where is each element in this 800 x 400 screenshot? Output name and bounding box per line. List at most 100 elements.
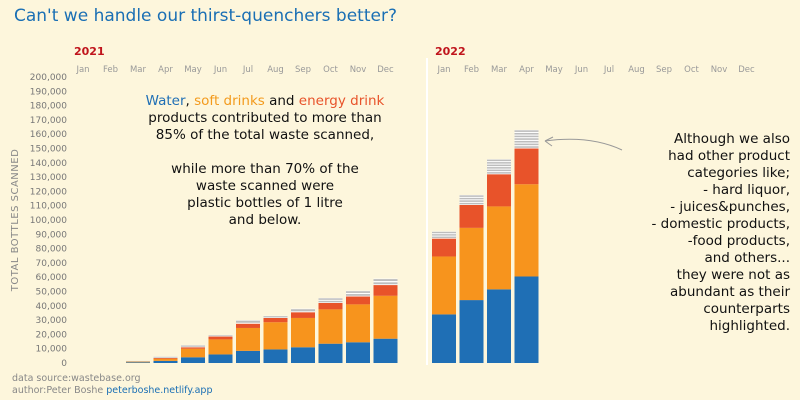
y-tick-label: 40,000 — [36, 302, 68, 312]
bar-stripe-other — [514, 138, 539, 140]
bar-segment-other — [373, 278, 398, 286]
author: author:Peter Boshe — [12, 385, 107, 396]
bar-stripe-other — [459, 195, 484, 197]
annotation-line: had other product — [668, 148, 790, 164]
bar-stripe-other — [487, 162, 511, 164]
bar-segment — [291, 347, 315, 363]
month-tick-label: May — [184, 65, 202, 75]
bar-segment — [514, 148, 539, 185]
bar-stripe-other — [487, 172, 511, 174]
bar-segment — [263, 317, 288, 323]
bar-stripe-other — [514, 143, 539, 146]
bar-segment — [208, 339, 233, 355]
bar-stripe-other — [459, 197, 484, 200]
bar-stripe-other — [487, 167, 511, 169]
y-tick-label: 180,000 — [30, 102, 67, 112]
bar-segment — [126, 361, 150, 363]
year-label: 2022 — [435, 45, 466, 58]
bar-segment — [126, 362, 150, 363]
y-tick-label: 100,000 — [30, 216, 67, 226]
annotation-line: - juices&punches, — [670, 199, 790, 215]
bar-segment — [208, 354, 233, 363]
bar-segment — [432, 314, 456, 363]
month-tick-label: Oct — [684, 65, 699, 75]
annotation-line: and others... — [704, 250, 790, 266]
bar-stripe-other — [153, 356, 178, 358]
month-tick-label: Jan — [75, 65, 89, 75]
y-tick-label: 80,000 — [36, 245, 68, 255]
bar-stripe-other — [346, 294, 370, 296]
y-tick-label: 30,000 — [36, 316, 68, 326]
bar-segment — [181, 357, 205, 363]
bar-segment — [153, 357, 178, 359]
annotation-line: categories like; — [687, 165, 790, 181]
bar-stripe-other — [318, 300, 343, 303]
bar-segment — [263, 349, 288, 363]
annotation-line: plastic bottles of 1 litre — [187, 195, 343, 211]
y-tick-label: 160,000 — [30, 130, 67, 140]
bar-segment — [236, 323, 260, 328]
annotation-line: highlighted. — [709, 318, 790, 334]
y-tick-label: 0 — [61, 359, 67, 369]
month-tick-label: Feb — [103, 65, 118, 75]
bar-segment — [236, 350, 260, 363]
legend-soft-drinks: soft drinks — [194, 93, 265, 109]
bar-segment — [318, 343, 343, 363]
arrow-head — [544, 136, 554, 147]
month-tick-label: Jul — [603, 65, 614, 75]
bar-segment — [487, 206, 511, 290]
y-tick-label: 60,000 — [36, 273, 68, 283]
bar-stripe-other — [291, 309, 315, 312]
bar-stripe-other — [126, 360, 150, 362]
bar-stripe-other — [487, 164, 511, 167]
bar-segment — [487, 174, 511, 207]
month-tick-label: May — [545, 65, 563, 75]
bar-stripe-other — [318, 298, 343, 300]
annotation-text: , — [185, 93, 195, 109]
bar-stripe-other — [373, 282, 398, 285]
bar-stripe-other — [432, 236, 456, 238]
month-tick-label: Jun — [213, 65, 227, 75]
bar-segment — [432, 256, 456, 315]
month-tick-label: Sep — [295, 65, 311, 75]
annotation-line: counterparts — [703, 301, 790, 317]
annotation-line: while more than 70% of the — [171, 161, 359, 177]
bar-segment — [318, 302, 343, 310]
y-tick-label: 70,000 — [36, 259, 68, 269]
annotation-left: Water, soft drinks and energy drink prod… — [120, 93, 410, 229]
bar-segment — [291, 317, 315, 348]
bar-segment — [291, 312, 315, 318]
source-note: data source:wastebase.org author:Peter B… — [12, 373, 213, 397]
y-tick-label: 90,000 — [36, 230, 68, 240]
bar-segment — [346, 304, 370, 343]
bar-segment-other — [346, 290, 370, 297]
month-tick-label: Apr — [519, 65, 534, 75]
bar-segment-other — [318, 297, 343, 303]
y-tick-label: 150,000 — [30, 145, 67, 155]
y-tick-label: 50,000 — [36, 288, 68, 298]
bar-segment — [487, 289, 511, 363]
month-tick-label: Dec — [377, 65, 394, 75]
annotation-arrow — [544, 138, 623, 151]
bar-stripe-other — [208, 335, 233, 337]
month-tick-label: Mar — [130, 65, 147, 75]
annotation-line: -food products, — [687, 233, 790, 249]
annotation-line: products contributed to more than — [148, 110, 382, 126]
month-tick-label: Jan — [436, 65, 450, 75]
legend-water: Water — [145, 93, 186, 109]
bar-segment — [208, 336, 233, 340]
bar-stripe-other — [432, 234, 456, 236]
bar-segment — [153, 360, 178, 363]
author-link[interactable]: peterboshe.netlify.app — [106, 385, 213, 396]
bar-segment — [318, 309, 343, 344]
y-axis-title: TOTAL BOTTLES SCANNED — [10, 149, 21, 293]
annotation-line: - domestic products, — [651, 216, 791, 232]
bar-segment — [373, 338, 398, 363]
bar-stripe-other — [487, 159, 511, 162]
bar-stripe-other — [236, 320, 260, 323]
month-tick-label: Oct — [323, 65, 338, 75]
bar-stripe-other — [263, 316, 288, 318]
y-tick-label: 190,000 — [30, 87, 67, 97]
annotation-line: waste scanned were — [195, 178, 335, 194]
month-tick-label: Nov — [711, 65, 728, 75]
